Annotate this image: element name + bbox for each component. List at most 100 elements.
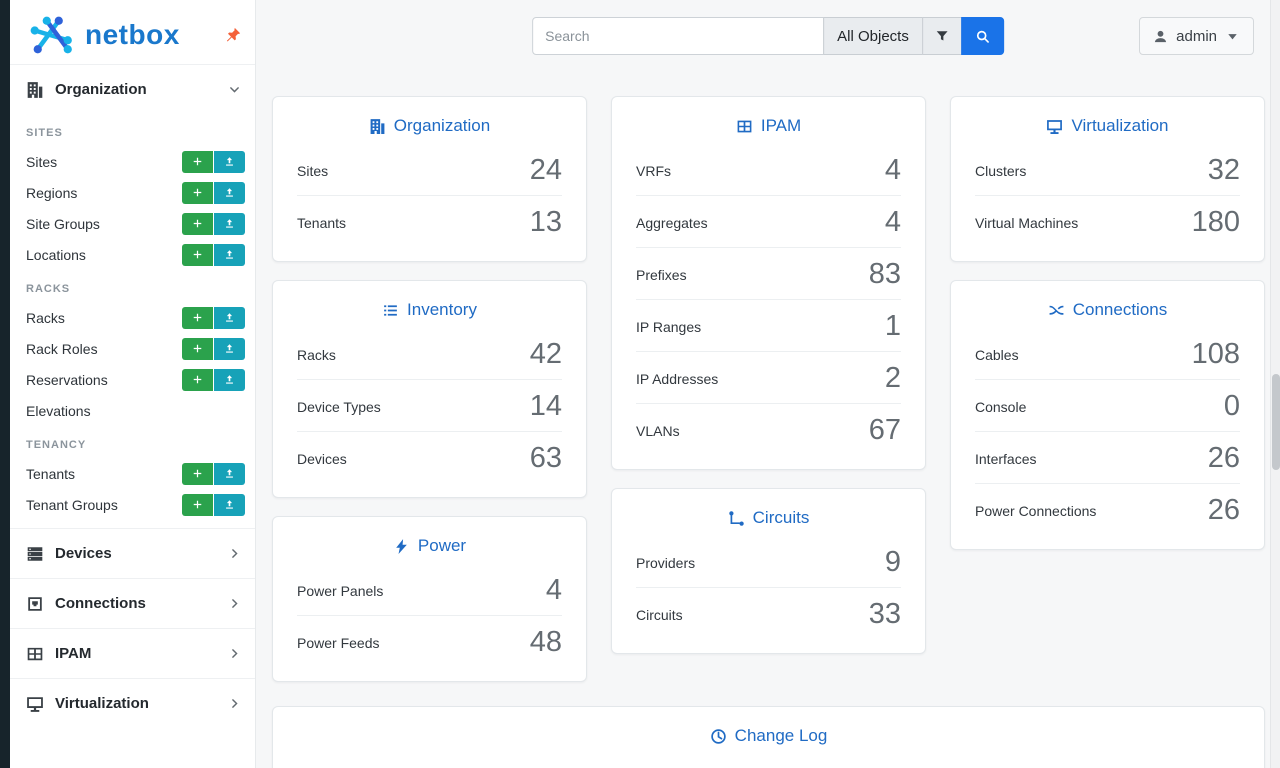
- sidebar-link[interactable]: Rack Roles: [26, 340, 98, 357]
- stat-label[interactable]: Circuits: [636, 606, 683, 623]
- card-circuits: Circuits Providers 9 Circuits 33: [611, 488, 926, 654]
- sidebar-item-site-groups[interactable]: Site Groups: [10, 208, 255, 239]
- stat-value: 42: [529, 338, 562, 370]
- sidebar-item-tenants[interactable]: Tenants: [10, 458, 255, 489]
- card-title-connections[interactable]: Connections: [951, 281, 1264, 326]
- add-button[interactable]: [182, 212, 213, 235]
- item-actions: [182, 462, 245, 485]
- card-title-inventory[interactable]: Inventory: [273, 281, 586, 326]
- filter-button[interactable]: [921, 17, 962, 55]
- sidebar-item-sites[interactable]: Sites: [10, 146, 255, 177]
- sidebar-item-tenant-groups[interactable]: Tenant Groups: [10, 489, 255, 520]
- import-button[interactable]: [214, 493, 245, 516]
- add-button[interactable]: [182, 306, 213, 329]
- stat-row: Clusters 32: [975, 144, 1240, 196]
- card-virtualization: Virtualization Clusters 32 Virtual Machines…: [950, 96, 1265, 262]
- stat-label[interactable]: Device Types: [297, 398, 381, 415]
- sidebar-link[interactable]: Site Groups: [26, 215, 100, 232]
- stat-label[interactable]: Tenants: [297, 214, 347, 231]
- stat-label[interactable]: Providers: [636, 554, 696, 571]
- topbar: All Objects admin: [256, 0, 1280, 72]
- sidebar-link[interactable]: Sites: [26, 153, 58, 170]
- import-button[interactable]: [214, 150, 245, 173]
- card-title-power[interactable]: Power: [273, 517, 586, 562]
- stat-label[interactable]: Power Feeds: [297, 634, 380, 651]
- sidebar-item-reservations[interactable]: Reservations: [10, 364, 255, 395]
- card-title-virtualization[interactable]: Virtualization: [951, 97, 1264, 142]
- stat-label[interactable]: Sites: [297, 162, 329, 179]
- stat-label[interactable]: Racks: [297, 346, 336, 363]
- stat-value: 14: [529, 390, 562, 422]
- sidebar-link[interactable]: Tenant Groups: [26, 496, 118, 513]
- card-title-organization[interactable]: Organization: [273, 97, 586, 142]
- add-button[interactable]: [182, 181, 213, 204]
- add-button[interactable]: [182, 462, 213, 485]
- add-button[interactable]: [182, 368, 213, 391]
- grid-icon: [736, 118, 753, 135]
- stat-label[interactable]: Clusters: [975, 162, 1027, 179]
- stat-label[interactable]: Cables: [975, 346, 1019, 363]
- stat-row: Interfaces 26: [975, 432, 1240, 484]
- card-rows: VRFs 4 Aggregates 4 Prefixes 83 IP Ranges 1 IP A…: [612, 142, 925, 469]
- stat-label[interactable]: Virtual Machines: [975, 214, 1079, 231]
- stat-label[interactable]: Power Connections: [975, 502, 1097, 519]
- sidebar-link[interactable]: Reservations: [26, 371, 108, 388]
- import-button[interactable]: [214, 462, 245, 485]
- sidebar-link[interactable]: Elevations: [26, 402, 91, 419]
- add-button[interactable]: [182, 243, 213, 266]
- sidebar-item-virtualization[interactable]: Virtualization: [10, 678, 255, 728]
- chevron-right-icon: [228, 547, 241, 560]
- plus-icon: [192, 312, 203, 323]
- sidebar-item-racks[interactable]: Racks: [10, 302, 255, 333]
- netbox-logo-link[interactable]: netbox: [26, 14, 180, 56]
- sidebar-item-regions[interactable]: Regions: [10, 177, 255, 208]
- sidebar-item-ipam[interactable]: IPAM: [10, 628, 255, 678]
- card-title-ipam[interactable]: IPAM: [612, 97, 925, 142]
- stat-label[interactable]: Interfaces: [975, 450, 1037, 467]
- stat-label[interactable]: IP Addresses: [636, 370, 719, 387]
- import-button[interactable]: [214, 181, 245, 204]
- stat-label[interactable]: Prefixes: [636, 266, 687, 283]
- upload-icon: [224, 156, 235, 167]
- search-input[interactable]: [532, 17, 825, 55]
- card-rows: Clusters 32 Virtual Machines 180: [951, 142, 1264, 261]
- add-button[interactable]: [182, 337, 213, 360]
- search-button[interactable]: [960, 17, 1004, 55]
- sidebar-item-organization[interactable]: Organization: [10, 64, 255, 114]
- import-button[interactable]: [214, 337, 245, 360]
- add-button[interactable]: [182, 493, 213, 516]
- sidebar-link[interactable]: Regions: [26, 184, 78, 201]
- card-title-circuits[interactable]: Circuits: [612, 489, 925, 534]
- import-button[interactable]: [214, 212, 245, 235]
- scrollbar[interactable]: [1270, 0, 1280, 768]
- scrollbar-thumb[interactable]: [1272, 374, 1280, 470]
- add-button[interactable]: [182, 150, 213, 173]
- stat-label[interactable]: Aggregates: [636, 214, 708, 231]
- sidebar-item-rack-roles[interactable]: Rack Roles: [10, 333, 255, 364]
- sidebar-item-devices[interactable]: Devices: [10, 528, 255, 578]
- pin-icon[interactable]: [225, 27, 241, 43]
- stat-row: Aggregates 4: [636, 196, 901, 248]
- sidebar-item-locations[interactable]: Locations: [10, 239, 255, 270]
- stat-label[interactable]: Devices: [297, 450, 347, 467]
- user-menu-button[interactable]: admin: [1139, 17, 1254, 55]
- stat-label[interactable]: VRFs: [636, 162, 671, 179]
- stat-label[interactable]: Console: [975, 398, 1027, 415]
- stat-row: Device Types 14: [297, 380, 562, 432]
- sidebar-link[interactable]: Racks: [26, 309, 65, 326]
- import-button[interactable]: [214, 243, 245, 266]
- stat-label[interactable]: VLANs: [636, 422, 680, 439]
- stat-value: 33: [868, 598, 901, 630]
- sidebar-item-elevations[interactable]: Elevations: [10, 395, 255, 426]
- import-button[interactable]: [214, 306, 245, 329]
- stat-label[interactable]: Power Panels: [297, 582, 384, 599]
- sidebar-link[interactable]: Tenants: [26, 465, 76, 482]
- stat-label[interactable]: IP Ranges: [636, 318, 702, 335]
- plus-icon: [192, 218, 203, 229]
- import-button[interactable]: [214, 368, 245, 391]
- sidebar-item-connections[interactable]: Connections: [10, 578, 255, 628]
- object-type-button[interactable]: All Objects: [823, 17, 923, 55]
- change-log-title[interactable]: Change Log: [273, 707, 1264, 752]
- monitor-icon: [26, 695, 44, 713]
- sidebar-link[interactable]: Locations: [26, 246, 86, 263]
